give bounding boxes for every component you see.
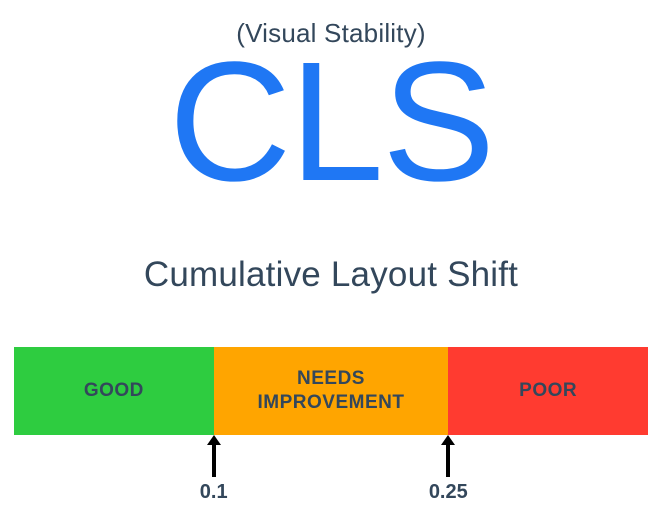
- arrow-up-icon: [440, 435, 456, 477]
- threshold-value-1: 0.1: [200, 481, 228, 504]
- metric-acronym: CLS: [0, 37, 662, 207]
- segment-needs-improvement: NEEDS IMPROVEMENT: [214, 347, 449, 435]
- threshold-scale: GOOD NEEDS IMPROVEMENT POOR 0.1 0.25: [14, 347, 648, 435]
- threshold-value-2: 0.25: [429, 481, 468, 504]
- metric-fullname: Cumulative Layout Shift: [0, 255, 662, 295]
- segment-poor: POOR: [448, 347, 648, 435]
- scale-bar: GOOD NEEDS IMPROVEMENT POOR: [14, 347, 648, 435]
- segment-good: GOOD: [14, 347, 214, 435]
- arrow-up-icon: [206, 435, 222, 477]
- cls-infographic: (Visual Stability) CLS Cumulative Layout…: [0, 0, 662, 524]
